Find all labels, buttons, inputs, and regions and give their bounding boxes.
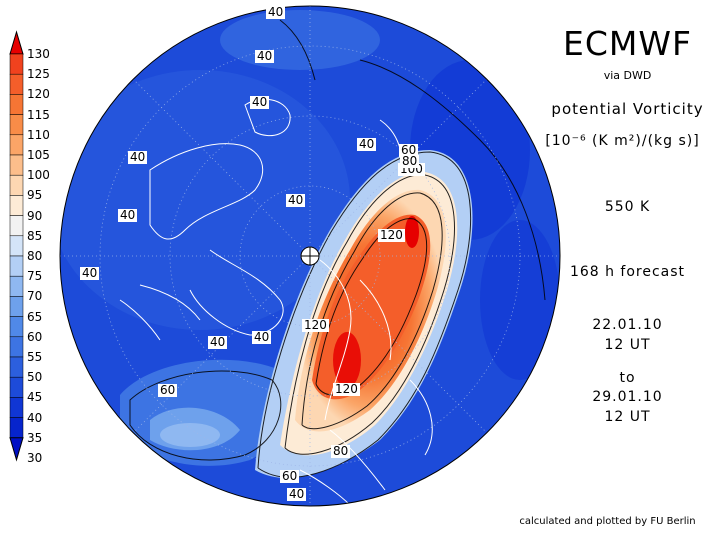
contour-label-40-bottom: 40: [287, 487, 307, 501]
contour-label-40-a: 40: [250, 95, 270, 109]
contour-label-60-a: 60: [399, 143, 419, 157]
contour-label-40-g: 40: [208, 335, 228, 349]
start-date: 22.01.10: [592, 317, 663, 333]
legend-swatch: [9, 154, 24, 176]
legend-swatch: [9, 275, 24, 297]
legend-value: 120: [27, 87, 50, 102]
legend-value: 100: [27, 168, 50, 183]
contour-label-40-e: 40: [286, 193, 306, 207]
legend-value: 35: [27, 430, 43, 445]
legend-swatch: [9, 356, 24, 378]
legend-value: 75: [27, 269, 43, 284]
legend-value: 80: [27, 249, 43, 263]
credit-line: calculated and plotted by FU Berlin: [519, 516, 696, 527]
color-scale-bar: [9, 30, 24, 462]
legend-value: 30: [27, 451, 43, 465]
contour-label-40-f: 40: [357, 137, 377, 151]
contour-label-120-b: 120: [302, 318, 329, 332]
legend-value: 55: [27, 350, 43, 364]
legend-swatch: [9, 255, 24, 277]
legend-value: 90: [27, 208, 43, 223]
contour-label-40-c: 40: [118, 208, 138, 222]
contour-label-40-top: 40: [266, 5, 286, 19]
legend-swatch: [9, 316, 24, 338]
legend-swatch: [9, 376, 24, 398]
legend-swatch: [9, 215, 24, 237]
valid-time: 12 UT: [604, 409, 651, 425]
legend-swatch: [9, 53, 24, 75]
forecast-range: 168 h forecast: [569, 264, 686, 280]
legend-value: 85: [27, 228, 43, 243]
legend-value: 40: [27, 410, 43, 425]
legend-value: 130: [27, 47, 50, 61]
legend-swatch: [9, 174, 24, 196]
contour-label-80-b: 80: [400, 154, 420, 168]
legend-value: 45: [27, 390, 43, 405]
legend-value: 50: [27, 370, 43, 385]
legend-swatch: [9, 73, 24, 95]
legend-swatch: [9, 397, 24, 418]
contour-label-120-c: 120: [333, 382, 360, 396]
legend-value: 105: [27, 148, 50, 162]
to-label: to: [619, 370, 636, 386]
legend-value: 115: [27, 107, 50, 122]
contour-label-40-d: 40: [80, 266, 100, 280]
model-title: ECMWF: [563, 24, 692, 63]
legend-arrow-top: [9, 30, 24, 55]
legend-swatch: [9, 417, 24, 439]
legend-swatch: [9, 235, 24, 257]
contour-label-40-b: 40: [128, 150, 148, 164]
contour-label-60-c: 60: [280, 469, 300, 483]
legend-arrow-bottom: [9, 437, 24, 462]
source-note: via DWD: [603, 69, 652, 82]
legend-swatch: [9, 134, 24, 156]
isentropic-level: 550 K: [604, 199, 651, 215]
contour-label-40-h: 40: [252, 330, 272, 344]
legend-swatch: [9, 94, 24, 115]
map-disk: [60, 6, 560, 506]
parameter-units: [10⁻⁶ (K m²)/(kg s)]: [545, 133, 700, 149]
parameter-name: potential Vorticity: [551, 100, 704, 118]
north-pole-marker: [300, 246, 320, 266]
contour-label-40-upper: 40: [255, 49, 275, 63]
legend-value: 125: [27, 67, 50, 82]
contour-label-120-a: 120: [378, 228, 405, 242]
legend-value: 95: [27, 188, 43, 203]
legend-value: 110: [27, 127, 50, 142]
legend-swatch: [9, 296, 24, 317]
legend-swatch: [9, 195, 24, 216]
valid-date: 29.01.10: [592, 389, 663, 405]
legend-value: 60: [27, 329, 43, 344]
start-time: 12 UT: [604, 337, 651, 353]
legend-value: 70: [27, 289, 43, 304]
legend-swatch: [9, 336, 24, 358]
legend-value: 65: [27, 309, 43, 324]
contour-label-60-b: 60: [158, 383, 178, 397]
legend-swatch: [9, 114, 24, 136]
contour-label-80-a: 80: [331, 444, 351, 458]
